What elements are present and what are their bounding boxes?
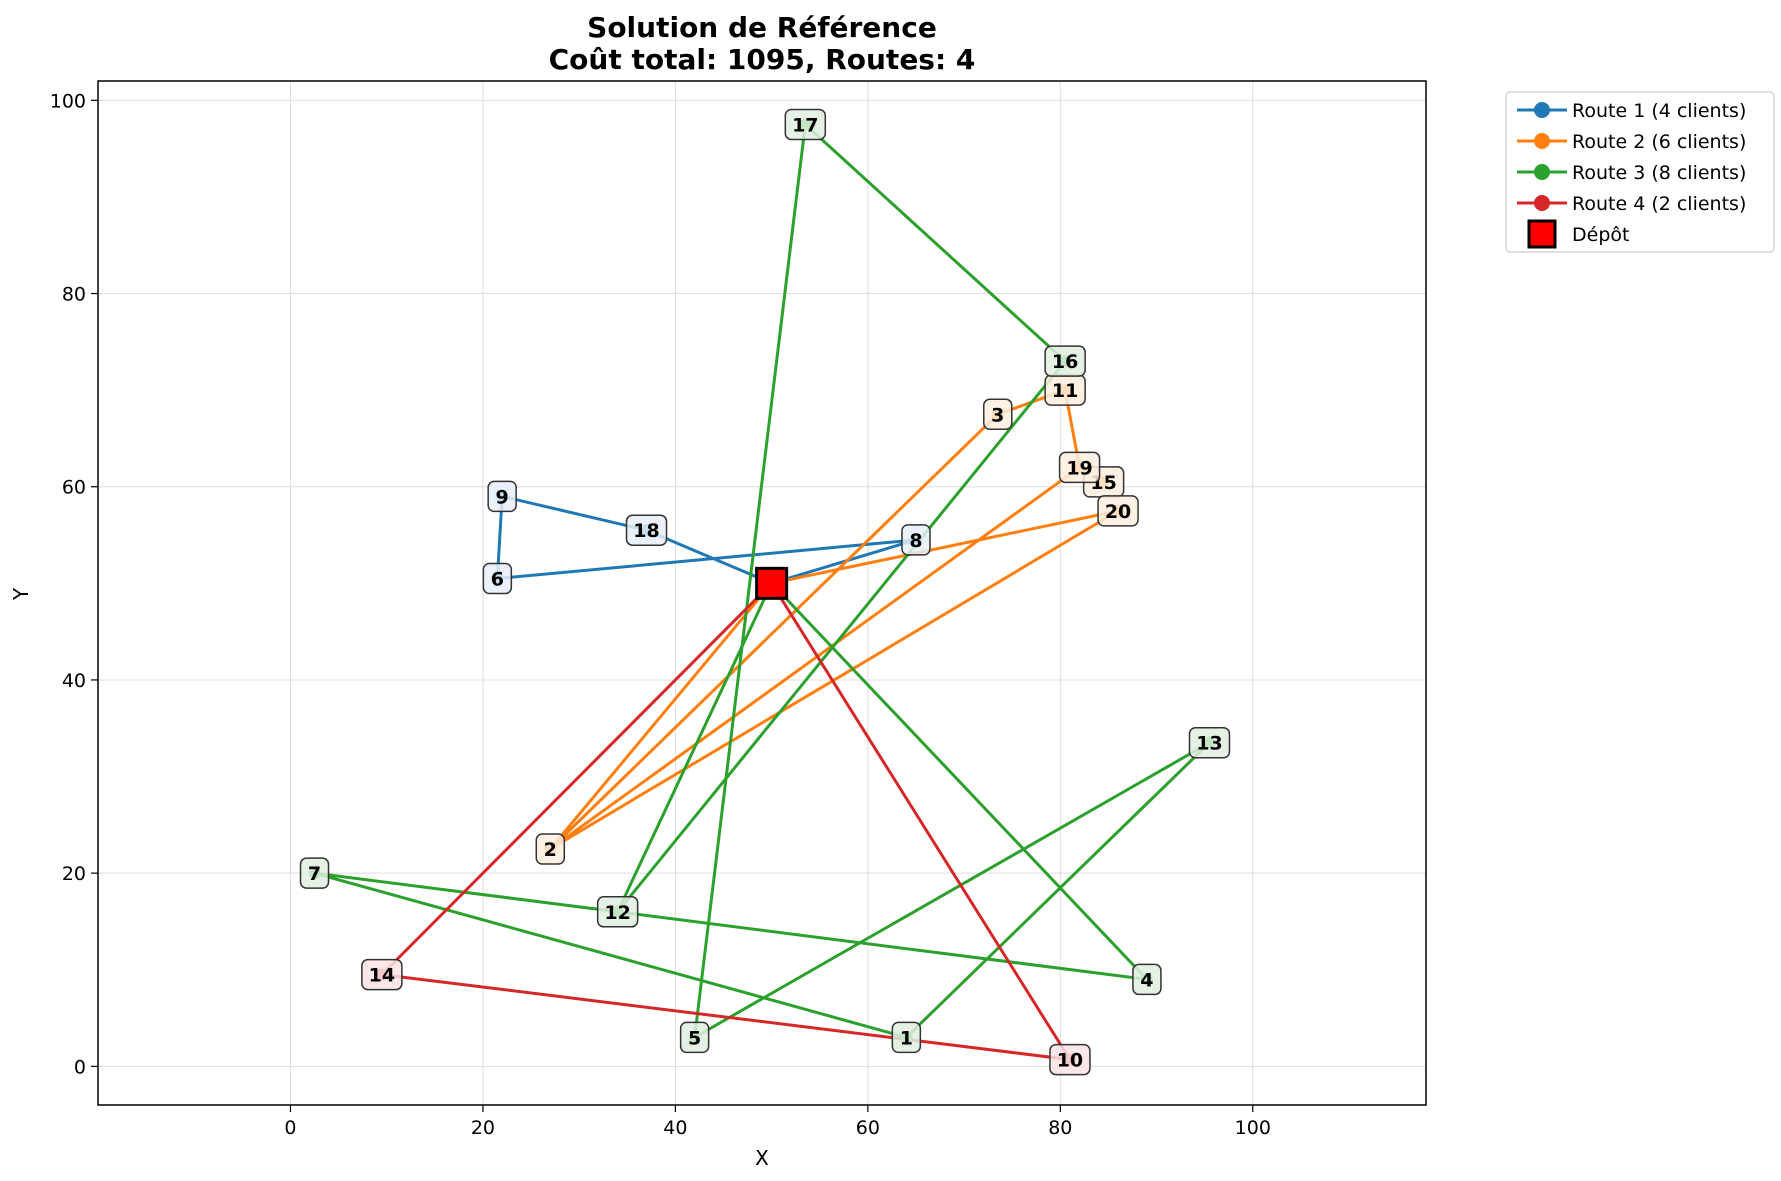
x-axis-label: X: [755, 1146, 769, 1170]
client-node-17: 17: [784, 108, 827, 141]
node-label-box: [1049, 1043, 1091, 1076]
node-label-box: [361, 958, 403, 991]
client-node-7: 7: [299, 857, 330, 889]
client-node-12: 12: [596, 896, 639, 928]
client-node-4: 4: [1132, 963, 1162, 996]
legend-label: Route 4 (2 clients): [1572, 193, 1746, 215]
client-node-5: 5: [679, 1021, 710, 1054]
node-label-box: [1044, 345, 1086, 377]
node-label-box: [901, 524, 931, 556]
legend-depot-marker: [1527, 219, 1557, 249]
legend-entry-route-3: Route 3 (8 clients): [1517, 162, 1746, 184]
node-label-box: [299, 857, 330, 889]
node-label-box: [891, 1021, 922, 1054]
depot-square: [755, 566, 789, 600]
node-label-box: [784, 108, 827, 141]
route-1-line: [495, 494, 918, 585]
chart-title: Solution de Référence: [587, 11, 937, 44]
legend-label: Route 1 (4 clients): [1572, 100, 1746, 122]
legend: Route 1 (4 clients) Route 2 (6 clients) Ro…: [1505, 91, 1775, 253]
node-label-box: [1097, 495, 1139, 527]
x-axis-ticks: 0 20 40 60 80 100: [284, 1105, 1271, 1139]
route-4-line: [380, 582, 1072, 1062]
y-tick-label: 100: [50, 90, 86, 112]
legend-entry-route-1: Route 1 (4 clients): [1517, 100, 1746, 122]
node-label-box: [482, 562, 513, 595]
node-label: 13: [1196, 733, 1222, 755]
node-label: 8: [909, 530, 922, 552]
x-tick-label: 0: [284, 1117, 296, 1139]
x-tick-label: 20: [471, 1117, 495, 1139]
legend-marker: [1534, 102, 1550, 118]
chart-subtitle: Coût total: 1095, Routes: 4: [549, 43, 976, 76]
route-2-line: [548, 388, 1120, 851]
legend-marker: [1534, 133, 1550, 149]
client-node-2: 2: [535, 833, 566, 865]
x-tick-label: 100: [1235, 1117, 1271, 1139]
node-label-box: [679, 1021, 710, 1054]
client-node-9: 9: [487, 480, 517, 513]
node-label: 5: [688, 1027, 701, 1049]
x-tick-label: 60: [856, 1117, 880, 1139]
client-node-3: 3: [983, 398, 1013, 431]
client-node-16: 16: [1044, 345, 1086, 377]
depot-marker: [755, 566, 789, 600]
y-axis-label: Y: [9, 587, 33, 601]
y-axis-ticks: 0 20 40 60 80 100: [50, 90, 98, 1078]
node-label: 20: [1105, 501, 1131, 523]
client-node-20: 20: [1097, 495, 1139, 527]
node-label: 18: [633, 520, 659, 542]
legend-entry-route-4: Route 4 (2 clients): [1517, 193, 1746, 215]
legend-entry-depot: Dépôt: [1527, 219, 1629, 249]
client-node-6: 6: [482, 562, 513, 595]
legend-marker: [1534, 164, 1550, 180]
client-node-14: 14: [361, 958, 403, 991]
node-label: 14: [369, 965, 395, 987]
node-label: 12: [604, 902, 630, 924]
node-label: 17: [792, 114, 818, 136]
client-node-8: 8: [901, 524, 931, 556]
node-label: 6: [491, 569, 504, 591]
node-label-box: [1058, 451, 1101, 484]
y-tick-label: 80: [62, 284, 86, 306]
node-label: 3: [991, 404, 1004, 426]
node-label: 9: [496, 486, 509, 508]
legend-label: Dépôt: [1572, 224, 1629, 246]
legend-marker: [1534, 195, 1550, 211]
y-tick-label: 40: [62, 670, 86, 692]
node-label-box: [535, 833, 566, 865]
legend-entry-route-2: Route 2 (6 clients): [1517, 131, 1746, 153]
node-label: 1: [900, 1027, 913, 1049]
y-tick-label: 0: [74, 1056, 86, 1078]
node-label: 16: [1052, 351, 1078, 373]
node-label-box: [983, 398, 1013, 431]
client-node-1: 1: [891, 1021, 922, 1054]
node-label: 10: [1057, 1050, 1083, 1072]
node-label: 7: [308, 863, 321, 885]
y-tick-label: 60: [62, 477, 86, 499]
client-node-11: 11: [1044, 374, 1086, 406]
node-label-box: [596, 896, 639, 928]
client-node-13: 13: [1188, 726, 1231, 759]
legend-label: Route 3 (8 clients): [1572, 162, 1746, 184]
node-label-box: [1188, 726, 1231, 759]
y-tick-label: 20: [62, 863, 86, 885]
x-tick-label: 40: [663, 1117, 687, 1139]
x-tick-label: 80: [1048, 1117, 1072, 1139]
plot-border: [97, 80, 1427, 1106]
node-label: 11: [1052, 380, 1078, 402]
node-label: 19: [1066, 457, 1092, 479]
node-label-box: [1132, 963, 1162, 996]
client-node-18: 18: [625, 514, 668, 546]
legend-label: Route 2 (6 clients): [1572, 131, 1746, 153]
node-label: 4: [1140, 969, 1153, 991]
client-node-10: 10: [1049, 1043, 1091, 1076]
node-label: 2: [544, 839, 557, 861]
node-label-box: [487, 480, 517, 513]
legend-frame: [1505, 91, 1775, 253]
client-node-19: 19: [1058, 451, 1101, 484]
node-label-box: [625, 514, 668, 546]
